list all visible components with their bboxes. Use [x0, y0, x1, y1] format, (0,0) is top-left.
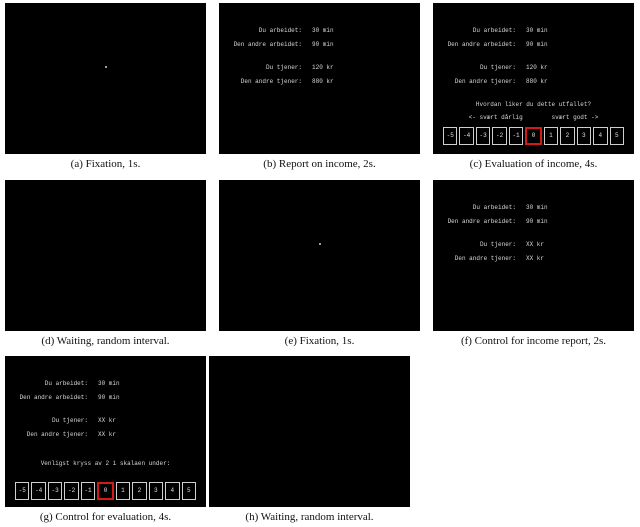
scale-box[interactable]: -1: [508, 127, 524, 145]
scale-box[interactable]: 4: [165, 482, 180, 500]
row-value: XX kr: [526, 255, 545, 262]
fixation-cross: [105, 66, 107, 68]
text-row: Den andre arbeidet: 90 min: [5, 393, 206, 403]
row-value: 120 kr: [526, 64, 548, 71]
scale-box[interactable]: -3: [475, 127, 491, 145]
panel-caption-d: (d) Waiting, random interval.: [41, 335, 170, 347]
scale-box[interactable]: 5: [181, 482, 196, 500]
scale-box[interactable]: -2: [64, 482, 79, 500]
text-row: Den andre tjener: XX kr: [433, 254, 634, 264]
rating-scale: -5 -4 -3 -2 -1 0 1 2 3 4 5: [15, 482, 196, 500]
text-row: Du arbeidet: 30 min: [219, 26, 420, 36]
panel-caption-f: (f) Control for income report, 2s.: [460, 335, 607, 347]
row-label: Den andre tjener:: [26, 431, 88, 438]
row-label: Den andre tjener:: [240, 78, 302, 85]
row-label: Du arbeidet:: [258, 27, 302, 34]
row-value: 880 kr: [526, 78, 548, 85]
scale-box[interactable]: 1: [115, 482, 131, 500]
row-label: Den andre arbeidet:: [447, 218, 516, 225]
row-value: 30 min: [526, 27, 548, 34]
row-value: XX kr: [98, 417, 117, 424]
panel-caption-a: (a) Fixation, 1s.: [70, 158, 141, 170]
scale-box[interactable]: 3: [148, 482, 164, 500]
row-label: Den andre arbeidet:: [19, 394, 88, 401]
question-text: Venligst kryss av 2 i skalaen under:: [40, 460, 171, 467]
row-label: Du tjener:: [265, 64, 302, 71]
screen-panel-a: [5, 3, 206, 154]
scale-box[interactable]: -4: [31, 482, 46, 500]
row-value: XX kr: [98, 431, 117, 438]
row-value: 880 kr: [312, 78, 334, 85]
row-value: 90 min: [526, 218, 548, 225]
scale-box[interactable]: -3: [47, 482, 63, 500]
text-row: Du tjener: 120 kr: [433, 63, 634, 73]
text-row: Den andre arbeidet: 90 min: [219, 40, 420, 50]
row-value: 30 min: [312, 27, 334, 34]
screen-panel-d: [5, 180, 206, 331]
text-row: Du tjener: XX kr: [5, 416, 206, 426]
row-label: Den andre arbeidet:: [233, 41, 302, 48]
row-value: 120 kr: [312, 64, 334, 71]
scale-box[interactable]: -5: [15, 482, 30, 500]
rating-scale: -5 -4 -3 -2 -1 0 1 2 3 4 5: [443, 127, 624, 145]
panel-caption-b: (b) Report on income, 2s.: [263, 158, 376, 170]
screen-panel-h: [209, 356, 410, 507]
panel-caption-h: (h) Waiting, random interval.: [245, 511, 374, 523]
screen-panel-f: Du arbeidet: 30 min Den andre arbeidet: 90 …: [433, 180, 634, 331]
row-label: Du tjener:: [479, 64, 516, 71]
text-row: Du arbeidet: 30 min: [433, 26, 634, 36]
scale-box[interactable]: 2: [132, 482, 147, 500]
row-label: Du arbeidet:: [472, 204, 516, 211]
scale-box[interactable]: -1: [80, 482, 96, 500]
panel-caption-e: (e) Fixation, 1s.: [284, 335, 355, 347]
text-row: Du arbeidet: 30 min: [5, 379, 206, 389]
row-value: XX kr: [526, 241, 545, 248]
scale-box[interactable]: 2: [560, 127, 575, 145]
scale-anchors: <- svært dårlig svært godt ->: [468, 114, 599, 121]
text-row: Du tjener: XX kr: [433, 240, 634, 250]
screen-panel-g: Du arbeidet: 30 min Den andre arbeidet: 90 …: [5, 356, 206, 507]
scale-box[interactable]: 1: [543, 127, 559, 145]
question-text: Hvordan liker du dette utfallet?: [475, 101, 592, 108]
scale-box[interactable]: -2: [492, 127, 507, 145]
panel-caption-g: (g) Control for evaluation, 4s.: [39, 511, 172, 523]
text-row: Den andre tjener: 880 kr: [219, 77, 420, 87]
screen-panel-b: Du arbeidet: 30 min Den andre arbeidet: 90 …: [219, 3, 420, 154]
row-label: Du arbeidet:: [44, 380, 88, 387]
row-label: Den andre tjener:: [454, 255, 516, 262]
row-label: Du tjener:: [479, 241, 516, 248]
scale-box[interactable]: 0: [525, 127, 542, 145]
scale-box[interactable]: -5: [443, 127, 458, 145]
text-row: Den andre arbeidet: 90 min: [433, 217, 634, 227]
text-row: Den andre tjener: XX kr: [5, 430, 206, 440]
text-row: Den andre arbeidet: 90 min: [433, 40, 634, 50]
row-label: Den andre tjener:: [454, 78, 516, 85]
row-value: 90 min: [526, 41, 548, 48]
row-label: Den andre arbeidet:: [447, 41, 516, 48]
text-row: Du arbeidet: 30 min: [433, 203, 634, 213]
screen-panel-c: Du arbeidet: 30 min Den andre arbeidet: 90 …: [433, 3, 634, 154]
text-row: Den andre tjener: 880 kr: [433, 77, 634, 87]
scale-box[interactable]: -4: [459, 127, 474, 145]
scale-box[interactable]: 0: [97, 482, 114, 500]
scale-box[interactable]: 5: [609, 127, 624, 145]
row-value: 90 min: [98, 394, 120, 401]
scale-box[interactable]: 3: [576, 127, 592, 145]
fixation-cross: [319, 243, 321, 245]
panel-caption-c: (c) Evaluation of income, 4s.: [469, 158, 598, 170]
row-label: Du arbeidet:: [472, 27, 516, 34]
row-value: 30 min: [526, 204, 548, 211]
row-value: 90 min: [312, 41, 334, 48]
text-row: Du tjener: 120 kr: [219, 63, 420, 73]
row-value: 30 min: [98, 380, 120, 387]
screen-panel-e: [219, 180, 420, 331]
row-label: Du tjener:: [51, 417, 88, 424]
scale-box[interactable]: 4: [593, 127, 608, 145]
